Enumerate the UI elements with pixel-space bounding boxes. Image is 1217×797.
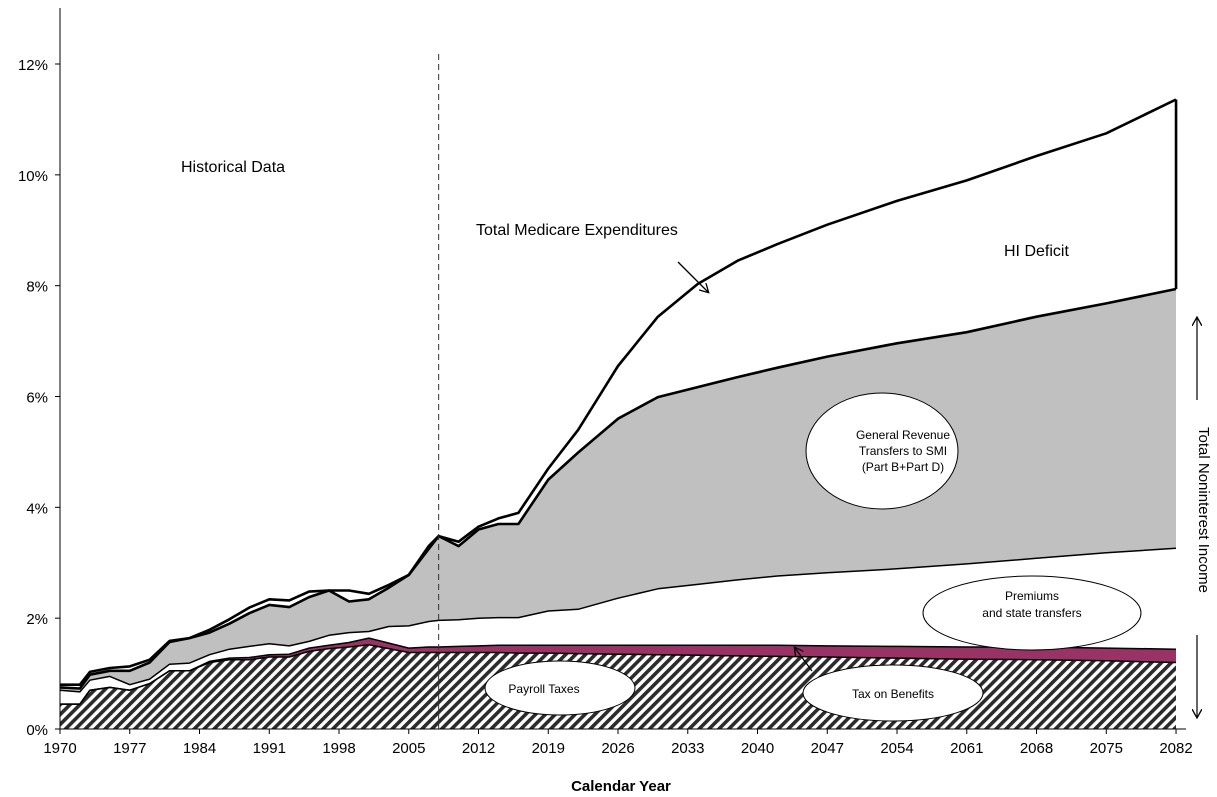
y-tick-label: 2%	[26, 611, 48, 628]
x-tick-label: 1970	[43, 740, 76, 757]
premiums-line-1: Premiums	[1005, 589, 1059, 603]
y-tick-label: 8%	[26, 279, 48, 296]
x-tick-label: 2068	[1020, 740, 1053, 757]
x-tick-label: 2054	[880, 740, 913, 757]
total-noninterest-label: Total Noninterest Income	[1195, 427, 1212, 593]
annotations: Historical Data Total Medicare Expenditu…	[181, 159, 1212, 795]
y-tick-label: 6%	[26, 390, 48, 407]
area-premiums-and-state-transfers	[60, 548, 1176, 705]
x-tick-label: 2033	[671, 740, 704, 757]
general-revenue-line-2: Transfers to SMI	[859, 444, 947, 458]
series-lines	[59, 98, 1178, 705]
x-tick-label: 2005	[392, 740, 425, 757]
area-general-revenue-transfers-to-smi-part-b-part-d	[60, 289, 1176, 692]
total-medicare-arrow	[677, 261, 708, 292]
area-tax-on-benefits	[60, 638, 1176, 705]
general-revenue-line-3: (Part B+Part D)	[862, 460, 944, 474]
x-tick-label: 2075	[1090, 740, 1123, 757]
payroll-taxes-label: Payroll Taxes	[508, 682, 579, 696]
x-tick-label: 2026	[601, 740, 634, 757]
historical-data-label: Historical Data	[181, 159, 285, 176]
axes: 0% 2% 4% 6% 8% 10% 12% 1970 1977 1984 1991 1998 2005…	[18, 8, 1193, 757]
general-revenue-ellipse	[805, 392, 959, 510]
tax-on-benefits-line	[60, 637, 1177, 705]
x-tick-label: 2082	[1159, 740, 1192, 757]
x-tick-label: 2061	[950, 740, 983, 757]
payroll-ellipse	[484, 660, 636, 716]
x-tick-label: 1991	[253, 740, 286, 757]
total-medicare-expenditures-line	[60, 98, 1177, 687]
x-tick-label: 1977	[113, 740, 146, 757]
premiums-ellipse	[922, 575, 1142, 651]
tax-on-benefits-label: Tax on Benefits	[852, 687, 934, 701]
premiums-line-2: and state transfers	[982, 606, 1081, 620]
y-tick-label: 0%	[26, 722, 48, 739]
x-tick-label: 2012	[462, 740, 495, 757]
x-tick-label: 2019	[532, 740, 565, 757]
x-tick-label: 1984	[183, 740, 216, 757]
hi-deficit-label: HI Deficit	[1004, 243, 1069, 260]
tax-benefits-arrow	[795, 648, 813, 672]
y-tick-label: 4%	[26, 500, 48, 517]
x-tick-label: 2047	[811, 740, 844, 757]
y-tick-label: 12%	[18, 57, 48, 74]
general-revenue-line-1: General Revenue	[856, 428, 950, 442]
premiums-line	[59, 547, 1177, 693]
x-axis-title: Calendar Year	[571, 778, 671, 795]
total-medicare-label: Total Medicare Expenditures	[476, 222, 678, 239]
x-tick-label: 2040	[741, 740, 774, 757]
y-tick-label: 10%	[18, 168, 48, 185]
x-tick-label: 1998	[322, 740, 355, 757]
tax-benefits-ellipse	[802, 664, 984, 722]
area-hi-deficit	[60, 99, 1176, 689]
